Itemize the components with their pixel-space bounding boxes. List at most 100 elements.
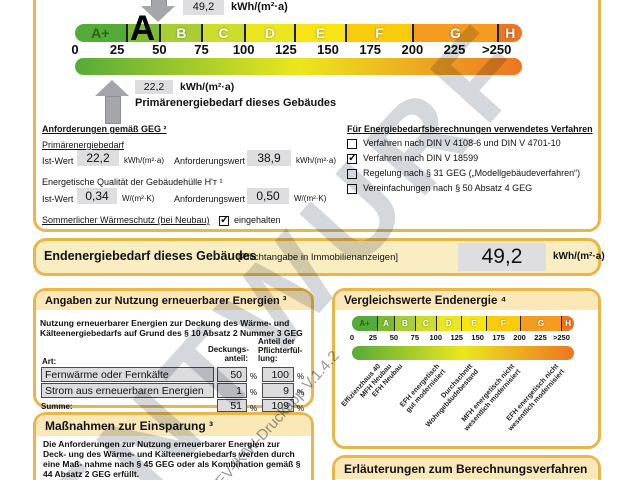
savings-measures-section: Maßnahmen zur Einsparung ³ Die Anforderu… <box>33 412 314 480</box>
class-letter: C <box>422 319 429 328</box>
arrow-head <box>95 80 130 96</box>
tick-label: 225 <box>534 333 547 342</box>
renewable-row-art: Fernwärme oder Fernkälte <box>41 367 214 382</box>
anforderungswert-unit-1: kWh/(m²·a) <box>296 156 336 165</box>
comparison-gradient-bar <box>352 346 574 360</box>
renewables-heading: Angaben zur Nutzung erneuerbarer Energie… <box>36 291 311 310</box>
final-energy-note: [Pflichtangabe in Immobilienanzeigen] <box>238 252 399 263</box>
primary-energy-arrow-icon <box>95 80 130 124</box>
ist-wert-value-2: 0,34 <box>77 188 117 204</box>
percent-sign: % <box>250 372 258 381</box>
tick-label: 200 <box>401 42 424 57</box>
explanations-heading: Erläuterungen zum Berechnungsverfahren <box>335 458 598 479</box>
energy-class-A: A <box>377 316 394 331</box>
savings-body: Die Anforderungen zur Nutzung erneuerbar… <box>43 439 301 479</box>
percent-sign: % <box>297 404 305 413</box>
summer-heat-checkbox-icon[interactable] <box>219 213 229 226</box>
method-checkbox-icon[interactable] <box>347 169 357 179</box>
energy-class-E: E <box>294 24 345 42</box>
tick-label: 0 <box>71 42 79 57</box>
arrow-stem <box>105 96 122 124</box>
final-energy-unit: kWh/(m²·a) <box>553 251 605 262</box>
tick-label: 50 <box>389 333 399 342</box>
final-energy-value: 49,2 <box>458 243 546 271</box>
energy-class-B: B <box>159 24 202 42</box>
requirements-heading: Anforderungen gemäß GEG ² <box>42 124 167 134</box>
primary-energy-value: 22,2 <box>135 80 173 94</box>
renewable-row-deckung: 50 <box>217 367 247 382</box>
class-letter: E <box>471 319 477 328</box>
method-option-label: Vereinfachungen nach § 50 Absatz 4 GEG <box>363 183 533 193</box>
method-checkbox-icon[interactable] <box>347 151 357 164</box>
tick-label: 0 <box>349 333 355 342</box>
end-energy-unit: kWh/(m²·a) <box>231 1 288 13</box>
anforderungswert-label-2: Anforderungswert <box>174 194 246 204</box>
tick-label: 225 <box>443 42 466 57</box>
energy-class-F: F <box>486 316 520 331</box>
ist-wert-unit-1: kWh/(m²·a) <box>124 156 164 165</box>
energy-class-A+: A+ <box>352 316 378 331</box>
energy-class-E: E <box>460 316 486 331</box>
calculation-method-heading: Für Energiebedarfsberechnungen verwendet… <box>347 124 593 134</box>
anforderungswert-label-1: Anforderungswert <box>174 156 246 166</box>
energy-class-G: G <box>412 24 497 42</box>
tick-label: 100 <box>429 333 443 342</box>
ist-wert-unit-2: W/(m²·K) <box>122 194 155 203</box>
method-checkbox-icon[interactable] <box>347 139 357 149</box>
tick-label: 125 <box>450 333 463 342</box>
energy-class-H: H <box>561 316 574 331</box>
class-letter: H <box>565 319 572 328</box>
renewables-intro: Nutzung erneuerbarer Energien zur Deckun… <box>40 318 303 338</box>
class-letter: H <box>505 25 516 41</box>
energy-class-C: C <box>201 24 244 42</box>
col-deckung-header: Deckungs- anteil: <box>208 345 249 363</box>
energy-class-A <box>125 24 160 42</box>
percent-sign: % <box>250 388 258 397</box>
anforderungswert-value-2: 0,50 <box>247 188 289 204</box>
ist-wert-label-1: Ist-Wert <box>42 156 74 166</box>
energy-class-D: D <box>243 24 295 42</box>
tick-label: 150 <box>317 42 339 57</box>
energy-class-H: H <box>496 24 522 42</box>
energy-class-C: C <box>414 316 436 331</box>
envelope-quality-label: Energetische Qualität der Gebäudehülle H… <box>42 177 223 187</box>
class-letter: A <box>383 319 389 328</box>
tick-label: 25 <box>109 42 125 57</box>
energy-class-A+: A+ <box>75 24 126 42</box>
col-pflicht-header: Anteil der Pflichterfül- lung: <box>258 337 303 363</box>
sum-label: Summe: <box>41 402 73 411</box>
ist-wert-label-2: Ist-Wert <box>42 194 74 204</box>
class-letter: B <box>176 25 187 41</box>
class-letter: G <box>537 319 545 328</box>
method-option-label: Regelung nach § 31 GEG („Modellgebäudeve… <box>363 168 581 178</box>
tick-label: >250 <box>482 42 512 57</box>
arrow-head <box>140 6 175 22</box>
class-letter: F <box>375 25 384 41</box>
tick-label: 175 <box>359 42 382 57</box>
method-option-label: Verfahren nach DIN V 4108-6 und DIN V 47… <box>363 138 561 148</box>
class-letter: A+ <box>359 319 370 328</box>
comparison-scale-ticks: 0 25 50 75 100 125 150 175 200 225 >250 <box>349 333 574 343</box>
energy-gradient-bar <box>75 58 522 75</box>
tick-label: 175 <box>492 333 505 342</box>
final-energy-title: Endenergiebedarf dieses Gebäudes <box>44 249 257 263</box>
class-letter: F <box>500 319 506 328</box>
method-checkbox-icon[interactable] <box>347 184 357 194</box>
energy-class-G: G <box>519 316 562 331</box>
class-letter: D <box>264 25 275 41</box>
energy-class-D: D <box>435 316 461 331</box>
class-letter: G <box>450 25 461 41</box>
class-letter: A+ <box>91 25 110 41</box>
energy-class-scale: A+ B C D E F G H <box>75 24 522 42</box>
class-letter: E <box>315 25 326 41</box>
end-energy-value: 49,2 <box>183 0 224 15</box>
comparison-section: Vergleichswerte Endenergie ⁴ <box>332 288 601 449</box>
primary-energy-unit: kWh/(m²·a) <box>180 81 235 93</box>
tick-label: 100 <box>232 42 255 57</box>
ist-wert-value-1: 22,2 <box>77 150 119 166</box>
explanations-section: Erläuterungen zum Berechnungsverfahren <box>332 455 601 480</box>
summer-heat-protection-label: Sommerlicher Wärmeschutz (bei Neubau) <box>42 215 210 225</box>
renewable-row-deckung: 1 <box>217 383 247 398</box>
tick-label: 75 <box>194 42 209 57</box>
